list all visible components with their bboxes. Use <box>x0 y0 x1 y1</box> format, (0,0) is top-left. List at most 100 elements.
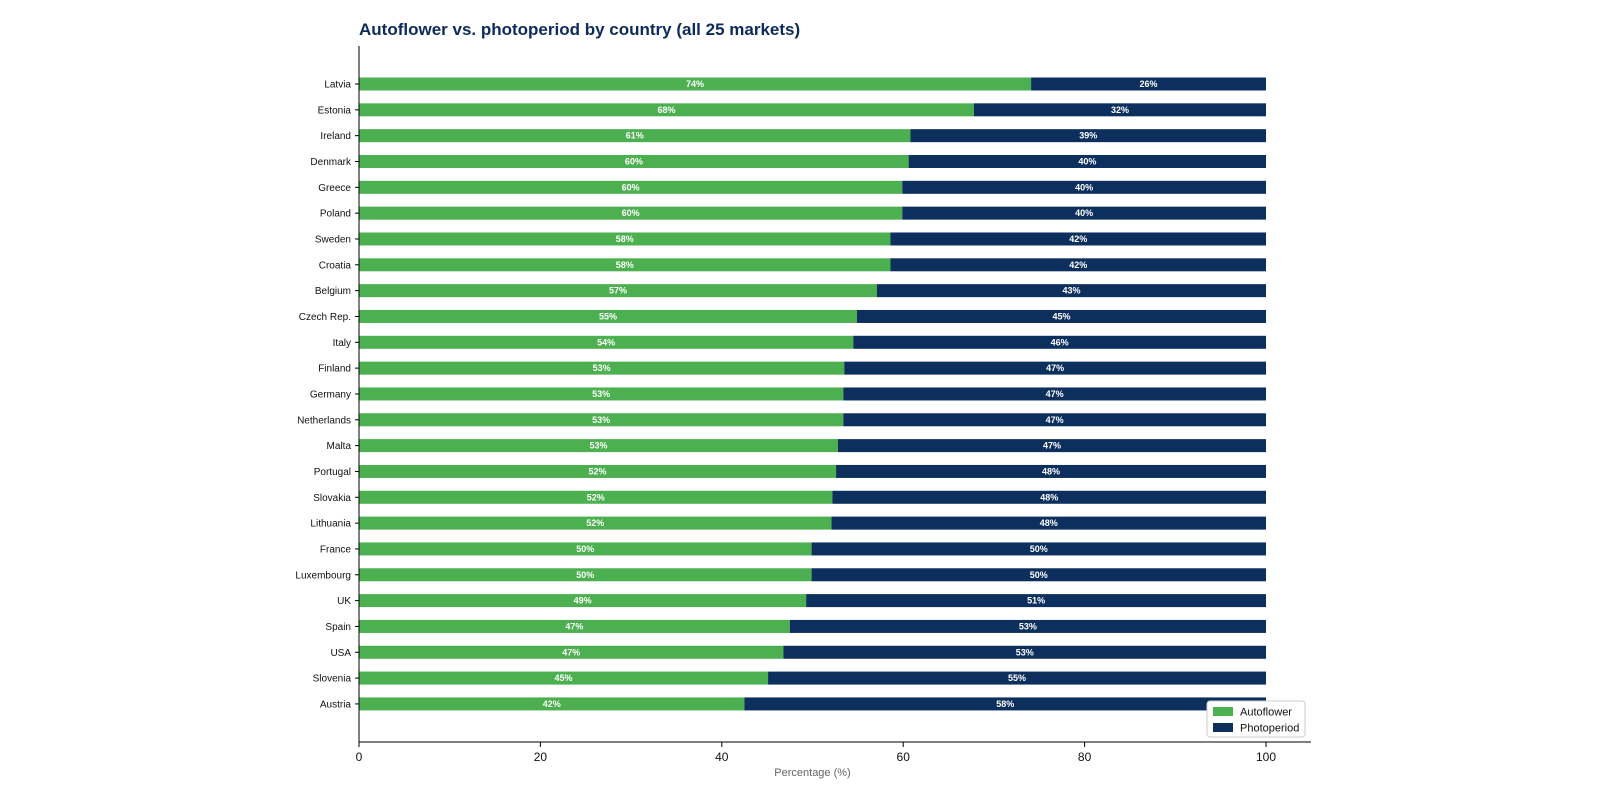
data-label-autoflower-23: 45% <box>555 673 573 683</box>
y-tick-label-9: Czech Rep. <box>299 312 351 323</box>
data-label-autoflower-10: 54% <box>597 337 615 347</box>
chart-title: Autoflower vs. photoperiod by country (a… <box>359 20 801 39</box>
y-tick-label-11: Finland <box>318 364 351 375</box>
bar-photoperiod-19 <box>811 568 1266 582</box>
data-label-photoperiod-8: 43% <box>1062 286 1080 296</box>
y-tick-label-23: Slovenia <box>313 674 352 685</box>
y-tick-label-22: USA <box>330 648 351 659</box>
data-label-autoflower-1: 68% <box>657 105 675 115</box>
data-label-autoflower-2: 61% <box>626 131 644 141</box>
y-tick-label-17: Lithuania <box>310 519 351 530</box>
data-label-autoflower-7: 58% <box>616 260 634 270</box>
data-label-autoflower-3: 60% <box>625 156 643 166</box>
x-tick-label-4: 80 <box>1078 750 1092 764</box>
bar-autoflower-9 <box>359 309 857 323</box>
data-label-photoperiod-22: 53% <box>1016 647 1034 657</box>
bar-autoflower-15 <box>359 464 837 478</box>
y-tick-label-3: Denmark <box>310 157 352 168</box>
bar-autoflower-14 <box>359 439 838 453</box>
data-label-autoflower-18: 50% <box>576 544 594 554</box>
data-label-autoflower-12: 53% <box>592 389 610 399</box>
data-label-photoperiod-11: 47% <box>1046 363 1064 373</box>
bar-autoflower-20 <box>359 594 807 608</box>
bar-autoflower-21 <box>359 619 790 633</box>
y-tick-label-16: Slovakia <box>313 493 351 504</box>
y-tick-label-24: Austria <box>320 699 352 710</box>
data-label-autoflower-4: 60% <box>622 182 640 192</box>
data-label-photoperiod-10: 46% <box>1051 337 1069 347</box>
data-label-autoflower-6: 58% <box>616 234 634 244</box>
bar-photoperiod-17 <box>831 516 1266 530</box>
y-tick-label-20: UK <box>337 596 351 607</box>
bar-photoperiod-12 <box>843 387 1266 401</box>
bar-photoperiod-10 <box>853 335 1266 349</box>
y-tick-label-12: Germany <box>310 389 351 400</box>
data-label-photoperiod-20: 51% <box>1027 596 1045 606</box>
data-label-autoflower-16: 52% <box>587 492 605 502</box>
data-label-autoflower-21: 47% <box>565 621 583 631</box>
data-label-autoflower-5: 60% <box>622 208 640 218</box>
data-label-photoperiod-5: 40% <box>1075 208 1093 218</box>
bar-autoflower-3 <box>359 154 909 168</box>
bar-autoflower-18 <box>359 542 812 556</box>
y-tick-label-13: Netherlands <box>297 415 351 426</box>
x-tick-label-0: 0 <box>356 750 363 764</box>
bar-photoperiod-22 <box>783 645 1266 659</box>
x-tick-label-5: 100 <box>1256 750 1276 764</box>
data-label-autoflower-24: 42% <box>543 699 561 709</box>
data-label-photoperiod-0: 26% <box>1140 79 1158 89</box>
bar-autoflower-7 <box>359 258 891 272</box>
y-tick-label-2: Ireland <box>320 131 351 142</box>
bar-photoperiod-5 <box>902 206 1266 220</box>
x-tick-label-1: 20 <box>534 750 548 764</box>
data-label-photoperiod-15: 48% <box>1042 466 1060 476</box>
data-label-autoflower-8: 57% <box>609 286 627 296</box>
data-label-photoperiod-1: 32% <box>1111 105 1129 115</box>
data-label-photoperiod-17: 48% <box>1040 518 1058 528</box>
data-label-photoperiod-23: 55% <box>1008 673 1026 683</box>
data-label-autoflower-20: 49% <box>574 596 592 606</box>
y-tick-label-6: Sweden <box>315 234 351 245</box>
bar-photoperiod-24 <box>744 697 1266 711</box>
data-label-photoperiod-2: 39% <box>1079 131 1097 141</box>
bar-autoflower-23 <box>359 671 769 685</box>
bar-autoflower-22 <box>359 645 784 659</box>
data-label-photoperiod-13: 47% <box>1046 415 1064 425</box>
bar-autoflower-1 <box>359 103 974 117</box>
y-tick-label-1: Estonia <box>318 105 352 116</box>
legend-swatch-photoperiod <box>1213 723 1233 732</box>
bar-autoflower-0 <box>359 77 1032 91</box>
bar-photoperiod-1 <box>973 103 1266 117</box>
bar-autoflower-8 <box>359 284 877 298</box>
data-label-photoperiod-14: 47% <box>1043 441 1061 451</box>
data-label-autoflower-15: 52% <box>589 466 607 476</box>
bar-photoperiod-15 <box>836 464 1266 478</box>
bar-autoflower-19 <box>359 568 812 582</box>
bar-photoperiod-13 <box>843 413 1266 427</box>
y-tick-label-10: Italy <box>333 338 351 349</box>
data-label-photoperiod-7: 42% <box>1069 260 1087 270</box>
x-tick-label-3: 60 <box>897 750 911 764</box>
bar-autoflower-5 <box>359 206 903 220</box>
data-label-photoperiod-16: 48% <box>1040 492 1058 502</box>
bar-photoperiod-18 <box>811 542 1266 556</box>
y-tick-label-14: Malta <box>327 441 352 452</box>
x-tick-label-2: 40 <box>715 750 729 764</box>
y-tick-label-0: Latvia <box>324 80 351 91</box>
bar-photoperiod-8 <box>876 284 1266 298</box>
bar-photoperiod-4 <box>902 180 1266 194</box>
bar-photoperiod-7 <box>890 258 1266 272</box>
bar-autoflower-12 <box>359 387 844 401</box>
legend: Autoflower Photoperiod <box>1206 700 1306 738</box>
bar-autoflower-6 <box>359 232 891 246</box>
y-tick-label-18: France <box>320 544 352 555</box>
bar-autoflower-16 <box>359 490 833 504</box>
y-tick-label-21: Spain <box>325 622 351 633</box>
bar-autoflower-11 <box>359 361 845 375</box>
y-tick-label-4: Greece <box>318 183 351 194</box>
data-label-autoflower-19: 50% <box>576 570 594 580</box>
bar-autoflower-2 <box>359 129 911 143</box>
x-axis-label: Percentage (%) <box>774 767 850 779</box>
legend-label-photoperiod: Photoperiod <box>1240 723 1299 735</box>
data-label-autoflower-13: 53% <box>592 415 610 425</box>
